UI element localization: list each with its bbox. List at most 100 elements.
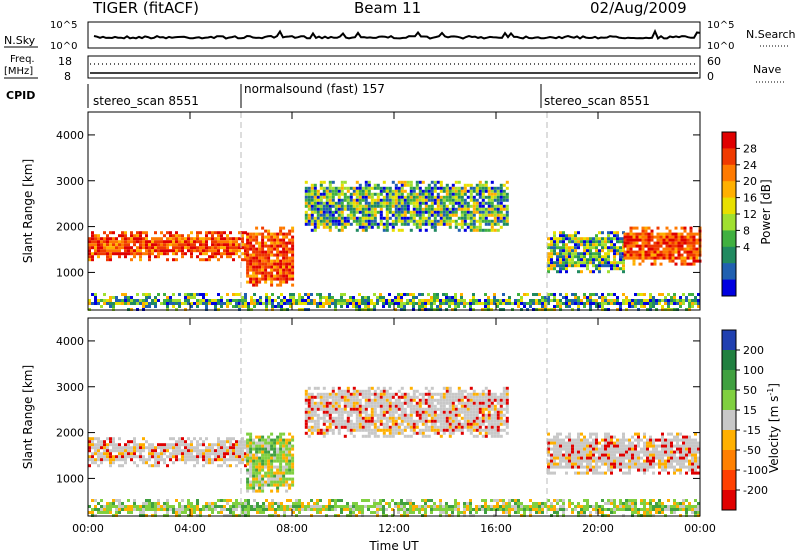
data-cell bbox=[382, 413, 386, 417]
data-cell bbox=[244, 455, 247, 459]
data-cell bbox=[595, 432, 598, 436]
data-cell bbox=[478, 302, 481, 305]
data-cell bbox=[400, 293, 403, 296]
data-cell bbox=[328, 180, 332, 184]
data-cell bbox=[226, 458, 229, 462]
cpid-segment-1: stereo_scan 8551 bbox=[93, 94, 199, 108]
data-cell bbox=[273, 235, 277, 239]
data-cell bbox=[376, 222, 380, 226]
data-cell bbox=[691, 462, 694, 466]
data-cell bbox=[226, 293, 229, 296]
data-cell bbox=[487, 296, 490, 299]
data-cell bbox=[244, 255, 247, 259]
data-cell bbox=[276, 241, 280, 245]
data-cell bbox=[601, 299, 604, 302]
data-cell bbox=[472, 410, 476, 414]
data-cell bbox=[166, 296, 169, 299]
data-cell bbox=[367, 225, 371, 229]
data-cell bbox=[223, 231, 226, 235]
data-cell bbox=[166, 455, 169, 459]
data-cell bbox=[553, 465, 556, 469]
data-cell bbox=[319, 186, 323, 190]
data-cell bbox=[680, 247, 684, 251]
data-cell bbox=[610, 444, 613, 448]
data-cell bbox=[490, 299, 493, 302]
data-cell bbox=[547, 255, 550, 259]
data-cell bbox=[154, 446, 157, 450]
data-cell bbox=[394, 404, 398, 408]
data-cell bbox=[484, 407, 488, 411]
data-cell bbox=[255, 232, 259, 236]
data-cell bbox=[448, 186, 452, 190]
data-cell bbox=[580, 447, 583, 451]
data-cell bbox=[205, 461, 208, 465]
data-cell bbox=[352, 198, 356, 202]
data-cell bbox=[499, 419, 503, 423]
data-cell bbox=[235, 446, 238, 450]
data-cell bbox=[346, 189, 350, 193]
data-cell bbox=[285, 441, 289, 445]
data-cell bbox=[475, 299, 478, 302]
data-cell bbox=[208, 452, 211, 456]
data-cell bbox=[655, 299, 658, 302]
data-cell bbox=[270, 444, 274, 448]
data-cell bbox=[373, 389, 377, 393]
data-cell bbox=[481, 395, 485, 399]
data-cell bbox=[619, 468, 622, 472]
data-cell bbox=[334, 401, 338, 405]
data-cell bbox=[661, 435, 664, 439]
data-cell bbox=[433, 186, 437, 190]
data-cell bbox=[692, 232, 696, 236]
data-cell bbox=[217, 258, 220, 262]
data-cell bbox=[673, 471, 676, 475]
data-cell bbox=[661, 453, 664, 457]
data-cell bbox=[199, 258, 202, 262]
data-cell bbox=[100, 461, 103, 465]
data-cell bbox=[628, 302, 631, 305]
data-cell bbox=[472, 189, 476, 193]
data-cell bbox=[505, 404, 509, 408]
data-cell bbox=[276, 465, 280, 469]
data-cell bbox=[285, 253, 289, 257]
data-cell bbox=[316, 428, 320, 432]
data-cell bbox=[403, 395, 407, 399]
data-cell bbox=[151, 464, 154, 468]
data-cell bbox=[610, 231, 613, 235]
data-cell bbox=[595, 258, 598, 262]
data-cell bbox=[370, 219, 374, 223]
data-cell bbox=[229, 302, 232, 305]
data-cell bbox=[385, 207, 389, 211]
data-cell bbox=[610, 459, 613, 463]
data-cell bbox=[355, 416, 359, 420]
data-cell bbox=[226, 464, 229, 468]
data-cell bbox=[337, 386, 341, 390]
data-cell bbox=[604, 296, 607, 299]
data-cell bbox=[457, 222, 461, 226]
data-cell bbox=[430, 219, 434, 223]
data-cell bbox=[469, 398, 473, 402]
data-cell bbox=[355, 210, 359, 214]
data-cell bbox=[484, 180, 488, 184]
data-cell bbox=[379, 413, 383, 417]
data-cell bbox=[682, 293, 685, 296]
data-cell bbox=[418, 305, 421, 308]
data-cell bbox=[475, 401, 479, 405]
data-cell bbox=[472, 198, 476, 202]
data-cell bbox=[103, 246, 106, 250]
data-cell bbox=[469, 222, 473, 226]
data-cell bbox=[385, 410, 389, 414]
data-cell bbox=[331, 222, 335, 226]
data-cell bbox=[632, 241, 636, 245]
data-cell bbox=[166, 246, 169, 250]
data-cell bbox=[532, 302, 535, 305]
data-cell bbox=[418, 392, 422, 396]
data-cell bbox=[598, 456, 601, 460]
data-cell bbox=[276, 483, 280, 487]
data-cell bbox=[505, 419, 509, 423]
data-cell bbox=[291, 438, 295, 442]
data-cell bbox=[91, 255, 94, 259]
data-cell bbox=[94, 461, 97, 465]
data-cell bbox=[472, 302, 475, 305]
data-cell bbox=[100, 240, 103, 244]
data-cell bbox=[685, 299, 688, 302]
